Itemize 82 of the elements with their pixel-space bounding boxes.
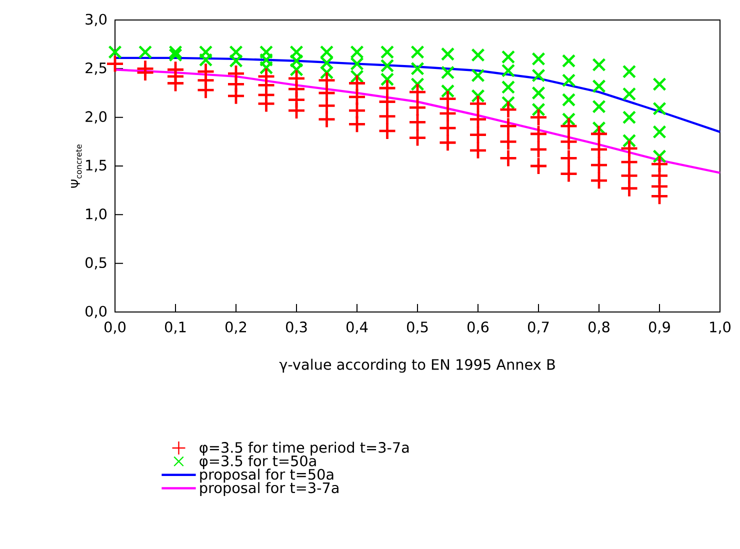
y-tick-label: 1,0 bbox=[86, 208, 107, 221]
point bbox=[532, 52, 546, 66]
legend-label: proposal for t=50a bbox=[200, 468, 334, 483]
point bbox=[471, 89, 485, 103]
point bbox=[471, 68, 485, 82]
point bbox=[108, 45, 122, 59]
point bbox=[562, 112, 576, 126]
point bbox=[592, 79, 606, 94]
point bbox=[501, 50, 516, 64]
point bbox=[410, 45, 424, 59]
x-tick-label: 0,5 bbox=[407, 322, 428, 334]
y-axis-title: Ψ$_{concrete}$ bbox=[71, 144, 82, 188]
point bbox=[168, 48, 182, 62]
point bbox=[501, 96, 516, 110]
point bbox=[471, 48, 485, 62]
legend-label: proposal for t=3-7a bbox=[200, 482, 338, 496]
point bbox=[198, 53, 213, 67]
point bbox=[320, 45, 334, 59]
point bbox=[290, 45, 304, 59]
legend-label: φ=3.5 for time period t=3-7a bbox=[200, 442, 409, 456]
x-tick-label: 0,6 bbox=[468, 322, 489, 334]
line-series bbox=[114, 56, 722, 134]
point bbox=[440, 66, 455, 80]
point bbox=[532, 102, 546, 116]
point bbox=[410, 62, 424, 76]
legend-label: φ=3.5 for t=50a bbox=[200, 455, 316, 470]
point bbox=[380, 45, 394, 59]
point bbox=[592, 100, 606, 114]
x-tick-label: 0,4 bbox=[346, 322, 368, 334]
point bbox=[532, 68, 546, 82]
point bbox=[259, 60, 274, 75]
x-tick-label: 0,3 bbox=[286, 322, 307, 334]
y-tick-label: 0,0 bbox=[86, 306, 107, 318]
x-tick-label: 0,7 bbox=[528, 322, 549, 334]
point bbox=[350, 70, 364, 84]
point bbox=[652, 102, 666, 116]
point bbox=[440, 84, 455, 98]
x-tick-label: 0,9 bbox=[649, 322, 670, 334]
y-tick-label: 3,0 bbox=[86, 14, 107, 26]
x-tick-label: 0,2 bbox=[226, 322, 246, 334]
x-tick-label: 0,1 bbox=[165, 322, 186, 334]
y-tick-label: 2,0 bbox=[86, 111, 107, 124]
point bbox=[592, 58, 606, 72]
point bbox=[622, 134, 636, 148]
x-tick-label: 0,0 bbox=[104, 322, 126, 334]
point bbox=[562, 54, 576, 68]
point bbox=[350, 56, 364, 71]
point bbox=[440, 47, 455, 61]
x-axis-title: γ-value according to EN 1995 Annex B bbox=[279, 358, 555, 373]
point bbox=[622, 64, 636, 78]
point bbox=[532, 86, 546, 100]
point bbox=[592, 121, 606, 135]
point bbox=[380, 58, 394, 73]
point bbox=[168, 45, 182, 59]
y-tick-label: 0,5 bbox=[86, 257, 106, 270]
point bbox=[290, 54, 304, 68]
point bbox=[501, 80, 516, 94]
point bbox=[229, 45, 243, 59]
y-tick-label: 1,5 bbox=[86, 160, 106, 172]
point bbox=[380, 72, 394, 86]
point bbox=[562, 73, 576, 88]
point bbox=[652, 125, 666, 139]
point bbox=[229, 54, 243, 68]
point bbox=[622, 110, 636, 124]
line-series bbox=[114, 68, 722, 174]
point bbox=[138, 45, 152, 59]
point bbox=[320, 66, 334, 80]
point bbox=[652, 77, 666, 92]
point bbox=[622, 87, 636, 101]
point bbox=[350, 45, 364, 59]
point bbox=[410, 77, 424, 92]
point bbox=[652, 149, 666, 164]
point bbox=[562, 92, 576, 107]
point bbox=[501, 64, 516, 78]
point bbox=[320, 56, 334, 70]
point bbox=[290, 62, 304, 76]
point bbox=[259, 45, 274, 59]
x-tick-label: 0,8 bbox=[588, 322, 610, 334]
x-tick-label: 1,0 bbox=[710, 322, 730, 334]
point bbox=[259, 53, 274, 67]
point bbox=[198, 45, 213, 59]
y-tick-label: 2,5 bbox=[86, 62, 106, 75]
